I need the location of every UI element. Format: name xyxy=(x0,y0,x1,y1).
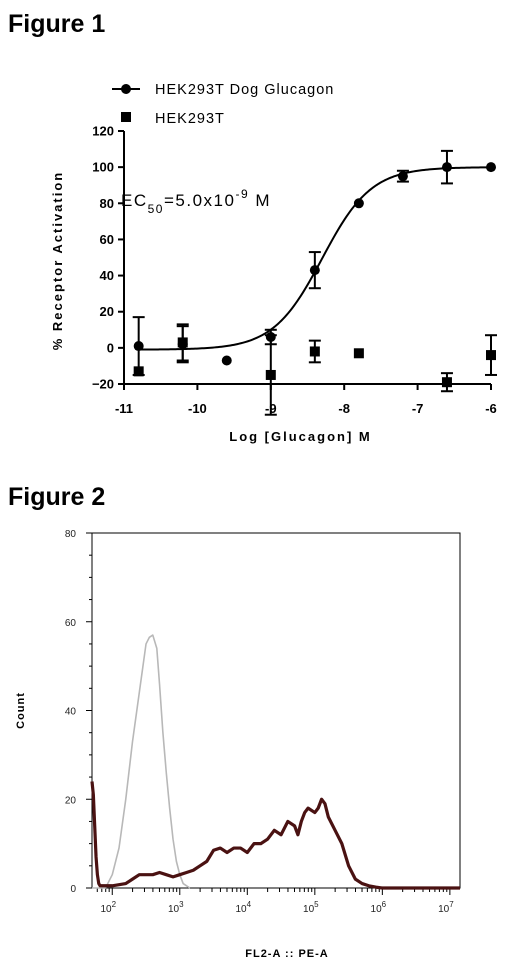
data-point-square xyxy=(133,366,144,377)
y-tick-label: 80 xyxy=(65,529,77,540)
data-point-circle xyxy=(353,198,364,209)
x-tick-exponent: 4 xyxy=(247,900,252,909)
x-tick-base: 10 xyxy=(236,904,248,915)
y-tick-label: 120 xyxy=(92,124,114,139)
figure-1-chart: −20 0 20 40 60 80 100 120 -11 -10 -9 -8 -7 -6 Log [Glu… xyxy=(50,82,497,444)
data-point-square xyxy=(486,350,496,361)
x-tick-label: 102 xyxy=(100,900,116,915)
legend-marker-circle xyxy=(121,84,131,94)
x-axis-label: FL2-A :: PE-A xyxy=(245,948,328,960)
y-tick-label: 20 xyxy=(65,795,77,806)
y-tick-label: 0 xyxy=(107,340,114,355)
y-tick-label: 100 xyxy=(92,160,114,175)
data-point-circle xyxy=(221,355,232,366)
x-tick-base: 10 xyxy=(100,904,112,915)
x-tick-label: 106 xyxy=(371,900,387,915)
data-point-square xyxy=(265,369,276,380)
x-tick-base: 10 xyxy=(168,904,180,915)
x-tick-label: -7 xyxy=(412,401,424,416)
ec-suffix: M xyxy=(249,191,271,210)
x-tick-exponent: 2 xyxy=(112,900,117,909)
data-point-square xyxy=(353,348,364,359)
x-axis-label: Log [Glucagon] M xyxy=(229,429,371,444)
y-tick-label: 0 xyxy=(70,884,76,895)
legend-marker-square xyxy=(121,112,131,122)
x-tick-base: 10 xyxy=(438,904,450,915)
x-tick-label: 103 xyxy=(168,900,184,915)
x-tick-base: 10 xyxy=(371,904,383,915)
y-tick-label: 40 xyxy=(65,707,77,718)
legend-label: HEK293T Dog Glucagon xyxy=(155,82,334,98)
data-point-circle xyxy=(309,265,320,276)
x-tick-label: -11 xyxy=(115,401,133,416)
figure-1-title: Figure 1 xyxy=(8,10,106,38)
x-tick-label: 107 xyxy=(438,900,454,915)
data-point-square xyxy=(309,346,320,357)
data-point-circle xyxy=(441,162,452,173)
y-tick-label: 60 xyxy=(100,232,114,247)
x-tick-label: 104 xyxy=(236,900,252,915)
legend-label: HEK293T xyxy=(155,111,225,127)
histogram-stained xyxy=(90,781,460,890)
data-point-circle xyxy=(486,162,496,173)
y-axis-label: % Receptor Activation xyxy=(50,171,65,351)
y-tick-label: 60 xyxy=(65,618,77,629)
y-tick-label: 40 xyxy=(100,268,114,283)
x-tick-label: -6 xyxy=(485,401,497,416)
x-tick-exponent: 5 xyxy=(314,900,319,909)
x-tick-label: -10 xyxy=(188,401,207,416)
ec50-annotation: EC50=5.0x10-9 M xyxy=(121,187,271,216)
ec-mid: =5.0x10 xyxy=(164,191,235,210)
ec-prefix: EC xyxy=(121,191,148,210)
x-tick-exponent: 7 xyxy=(449,900,454,909)
data-point-circle xyxy=(133,341,144,352)
data-point-square xyxy=(177,337,188,348)
x-tick-base: 10 xyxy=(303,904,315,915)
histogram-control xyxy=(92,634,191,889)
ec-subscript: 50 xyxy=(148,202,164,216)
figure-2-title: Figure 2 xyxy=(8,483,106,511)
y-tick-label: −20 xyxy=(92,377,114,392)
y-tick-label: 80 xyxy=(100,196,114,211)
x-tick-label: 105 xyxy=(303,900,319,915)
x-tick-label: -8 xyxy=(338,401,350,416)
x-tick-exponent: 6 xyxy=(382,900,387,909)
x-tick-exponent: 3 xyxy=(179,900,184,909)
y-axis-label: Count xyxy=(15,692,27,729)
y-tick-label: 20 xyxy=(100,304,114,319)
ec-superscript: -9 xyxy=(235,187,249,201)
plot-frame xyxy=(91,532,461,889)
data-point-circle xyxy=(397,171,408,182)
data-point-square xyxy=(441,377,452,388)
